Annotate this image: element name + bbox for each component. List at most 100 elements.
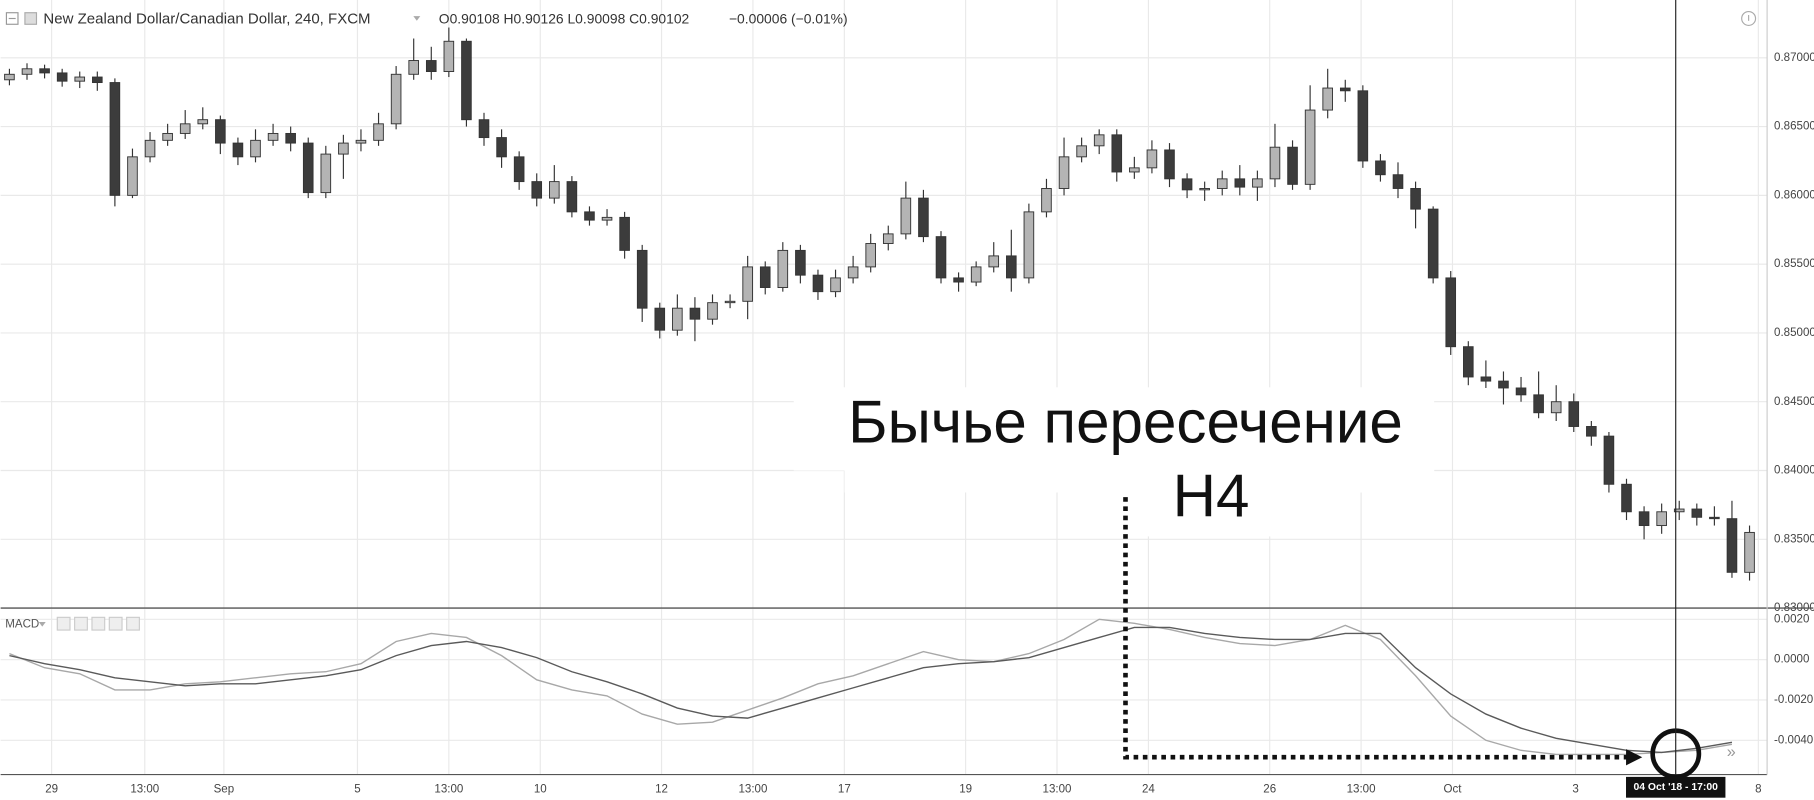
candle-body xyxy=(531,181,543,199)
candle-body xyxy=(355,139,367,144)
annotation-text: Бычье пересечение xyxy=(848,388,1403,455)
candle-body xyxy=(1498,380,1509,389)
candle-body xyxy=(1392,174,1404,189)
candle-body xyxy=(1638,511,1650,527)
annotation-box xyxy=(1139,467,1290,537)
dropdown-caret[interactable] xyxy=(413,16,421,21)
y-tick-label: 0.86500 xyxy=(1774,121,1814,133)
candle-body xyxy=(759,266,771,288)
macd-legend: MACD xyxy=(5,616,140,631)
candle-body xyxy=(390,73,402,125)
candle-body xyxy=(197,119,209,125)
annotation: Бычье пересечение H4 » xyxy=(793,387,1736,780)
candle-body xyxy=(1515,387,1527,396)
candle-body xyxy=(918,197,929,238)
y-tick-label: -0.0020 xyxy=(1774,694,1813,706)
candle-body xyxy=(847,266,859,279)
arrow-head xyxy=(1626,749,1643,766)
candle-body xyxy=(1339,87,1351,92)
candle-body xyxy=(1726,518,1738,573)
y-tick-label: 0.0020 xyxy=(1774,613,1809,625)
scroll-button[interactable]: » xyxy=(1727,743,1736,761)
annotation-arrow xyxy=(1123,497,1629,760)
indicator-caret[interactable] xyxy=(38,621,46,627)
candle-body xyxy=(144,139,156,158)
candle-body xyxy=(1673,508,1685,513)
candle-body xyxy=(619,216,630,251)
x-tick-label: 12 xyxy=(655,784,668,796)
indicator-button[interactable] xyxy=(91,616,106,631)
candle-body xyxy=(1410,188,1421,210)
candle-body xyxy=(1111,134,1123,173)
candle-body xyxy=(285,132,296,144)
candle-body xyxy=(162,132,173,141)
x-tick-label: 24 xyxy=(1142,784,1155,796)
candle-body xyxy=(1093,134,1105,147)
candle-body xyxy=(496,137,507,158)
indicator-button[interactable] xyxy=(56,616,71,631)
candle-body xyxy=(250,139,261,158)
candle-body xyxy=(1691,508,1703,518)
candle-body xyxy=(302,142,314,194)
y-tick-label: 0.87000 xyxy=(1774,52,1814,64)
candle-body xyxy=(777,249,789,288)
change-value: −0.00006 (−0.01%) xyxy=(729,10,848,26)
candle-body xyxy=(654,307,666,331)
candle-body xyxy=(373,123,384,141)
crosshair-label: 04 Oct '18 - 17:00 xyxy=(1633,782,1718,793)
candle-body xyxy=(1129,167,1140,173)
candle-body xyxy=(970,266,982,283)
candle-body xyxy=(1023,211,1035,279)
candle-body xyxy=(1269,146,1281,180)
annotation-box xyxy=(844,467,1435,493)
candle-body xyxy=(267,132,279,141)
candle-body xyxy=(1550,401,1562,414)
candle-body xyxy=(1058,156,1070,189)
collapse-icon[interactable] xyxy=(5,12,19,25)
candle-body xyxy=(1252,178,1263,188)
x-tick-label: Sep xyxy=(214,784,235,796)
x-tick-label: 13:00 xyxy=(434,784,463,796)
indicator-button[interactable] xyxy=(74,616,88,631)
candle-body xyxy=(127,156,138,196)
candle-body xyxy=(1216,178,1228,189)
candle-body xyxy=(1656,511,1667,527)
candle-body xyxy=(549,181,560,199)
candle-body xyxy=(513,156,525,183)
symbol-icon[interactable] xyxy=(24,12,38,25)
candle-body xyxy=(21,68,33,75)
y-tick-label: 0.83500 xyxy=(1774,533,1814,545)
y-tick-label: 0.0000 xyxy=(1774,654,1809,666)
candle-body xyxy=(636,249,648,309)
candle-body xyxy=(1199,188,1210,191)
candle-body xyxy=(1586,426,1597,437)
candle-body xyxy=(1744,531,1755,573)
annotation-box xyxy=(793,387,1435,471)
candle-body xyxy=(724,300,736,304)
candle-body xyxy=(1234,178,1246,188)
indicator-button[interactable] xyxy=(108,616,123,631)
info-icon[interactable] xyxy=(1741,10,1757,27)
candle-body xyxy=(1533,394,1544,414)
x-tick-label: 5 xyxy=(354,784,360,796)
candle-body xyxy=(232,142,244,158)
indicator-button[interactable] xyxy=(126,616,140,631)
candle-body xyxy=(812,274,824,293)
candle-body xyxy=(338,142,349,155)
candle-body xyxy=(1375,160,1386,176)
candle-body xyxy=(461,40,472,121)
x-tick-label: 13:00 xyxy=(1043,784,1072,796)
y-tick-label: 0.85000 xyxy=(1774,327,1814,339)
candle-body xyxy=(566,181,578,213)
x-tick-label: 26 xyxy=(1263,784,1276,796)
candle-body xyxy=(109,82,121,196)
candle-body xyxy=(425,60,437,73)
y-tick-label: -0.0040 xyxy=(1774,734,1813,746)
ohlc-values: O0.90108 H0.90126 L0.90098 C0.90102 xyxy=(439,10,690,26)
candle-body xyxy=(56,72,68,82)
x-tick-label: 13:00 xyxy=(130,784,159,796)
x-tick-label: 17 xyxy=(838,784,851,796)
